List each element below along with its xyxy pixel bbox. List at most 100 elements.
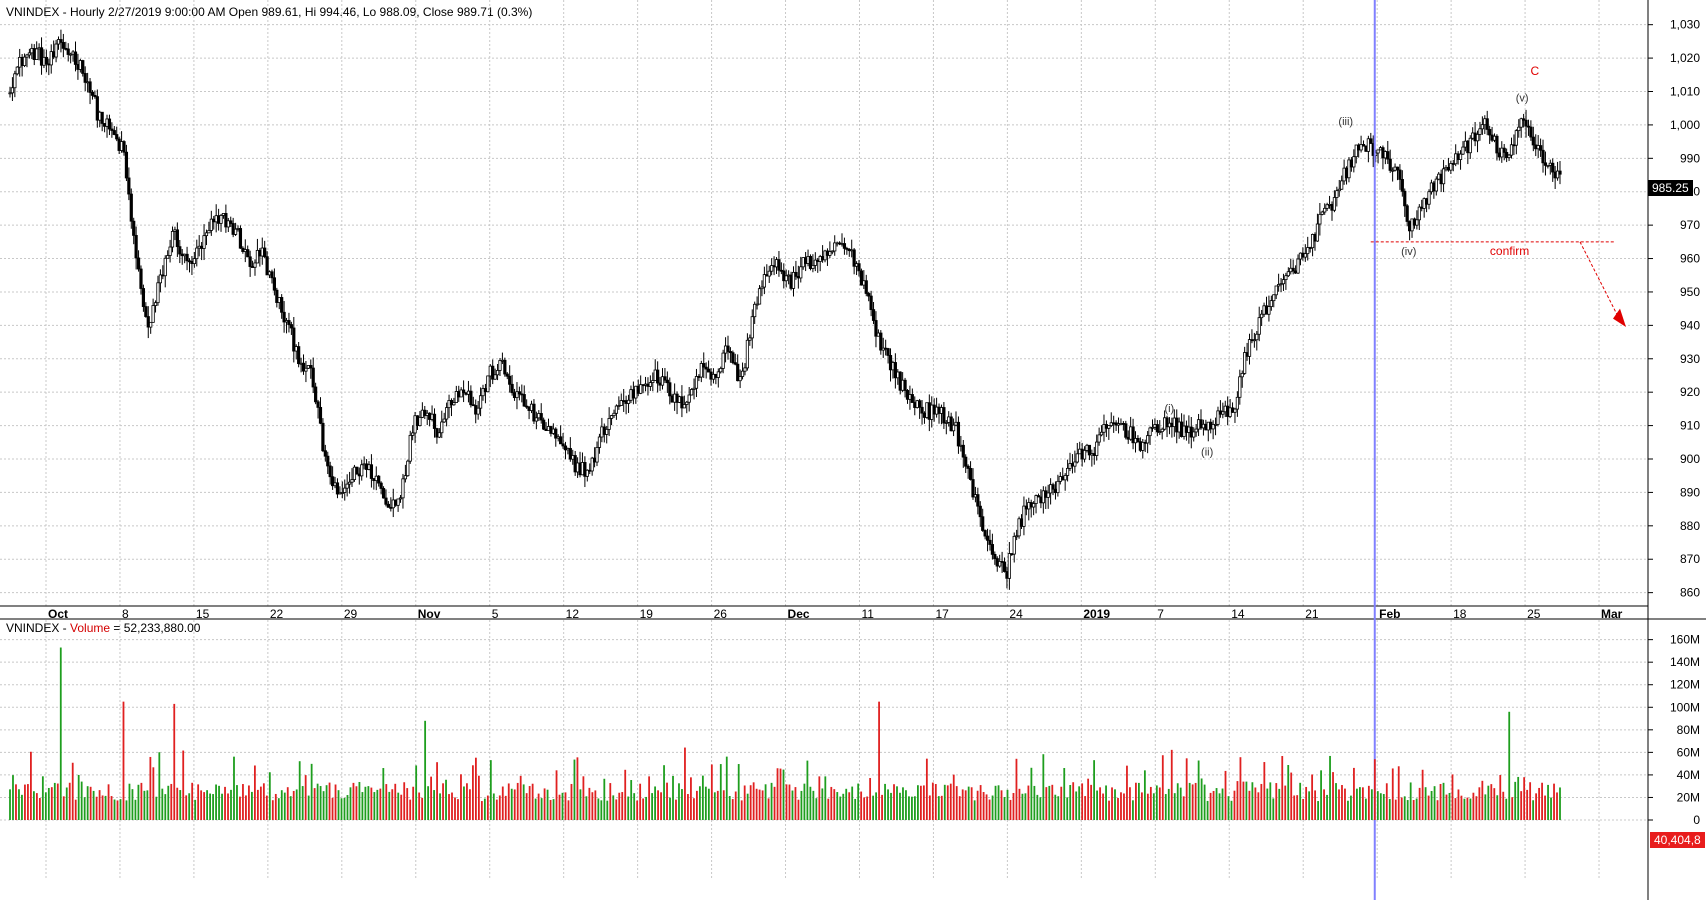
candle-body: [377, 475, 381, 484]
candle-body: [129, 193, 133, 222]
volume-bar: [1039, 797, 1042, 820]
volume-bar: [746, 793, 749, 820]
price-chart[interactable]: Oct 8 15 22 29 Nov 5 12 19 26 Dec 11 17 24 2019 7 14 21 Fe…: [0, 0, 1706, 620]
candle-body: [656, 369, 660, 384]
price-candle: [515, 382, 519, 410]
volume-bar: [719, 764, 722, 820]
price-candle: [1192, 427, 1196, 442]
volume-bar: [489, 760, 492, 820]
price-candle: [624, 395, 628, 415]
volume-bar: [925, 758, 928, 820]
volume-bar: [1278, 788, 1281, 820]
candle-body: [639, 384, 643, 394]
price-candle: [770, 258, 774, 276]
price-candle: [95, 89, 99, 128]
volume-bar: [797, 799, 800, 820]
volume-bar: [430, 776, 432, 820]
candle-body: [432, 413, 437, 429]
volume-y-tick-label: 0: [1693, 813, 1700, 827]
volume-bar: [149, 756, 152, 820]
price-candle: [403, 464, 407, 483]
volume-bar: [59, 647, 62, 820]
candle-body: [583, 462, 587, 477]
volume-bar: [421, 797, 424, 820]
candle-body: [112, 130, 116, 135]
candle-body: [110, 128, 114, 131]
volume-bar: [41, 776, 44, 820]
volume-bar: [367, 786, 370, 820]
price-candle: [692, 378, 696, 400]
candle-body: [314, 386, 318, 403]
volume-bar: [684, 747, 686, 820]
volume-bar: [1257, 792, 1260, 820]
volume-bar: [854, 798, 857, 820]
volume-bar: [570, 783, 573, 820]
candle-body: [192, 258, 196, 265]
price-candle: [748, 334, 752, 346]
volume-bar: [319, 786, 322, 820]
volume-bar: [621, 792, 624, 820]
price-candle: [1517, 119, 1521, 138]
volume-bar: [881, 794, 883, 820]
volume-bar: [1511, 797, 1514, 820]
price-candle: [951, 418, 956, 437]
price-candle: [1427, 189, 1431, 210]
candle-body: [107, 118, 112, 130]
volume-bar: [191, 782, 194, 820]
price-candle: [1335, 186, 1339, 207]
candle-body: [406, 460, 410, 477]
candle-body: [830, 250, 834, 253]
candle-body: [498, 360, 502, 371]
price-candle: [411, 425, 415, 441]
candle-body: [682, 404, 686, 409]
volume-bar: [585, 796, 588, 820]
x-tick-label: 22: [270, 607, 284, 620]
candle-body: [964, 456, 968, 467]
candle-body: [1022, 505, 1026, 527]
volume-bar: [561, 792, 564, 820]
volume-bar: [639, 783, 642, 820]
volume-bar: [887, 789, 889, 820]
price-candle: [1441, 159, 1446, 193]
candle-body: [233, 228, 238, 235]
candle-body: [10, 87, 15, 94]
price-candle: [842, 237, 847, 255]
volume-bar: [911, 796, 913, 820]
volume-bar: [1009, 799, 1012, 820]
price-candle: [112, 126, 116, 136]
price-candle: [777, 250, 781, 277]
price-candle: [1488, 125, 1492, 144]
volume-bar: [1084, 796, 1087, 820]
price-candle: [1267, 295, 1271, 322]
price-candle: [1398, 164, 1402, 190]
wave-label: (iii): [1338, 116, 1353, 128]
x-tick-label: 11: [861, 607, 874, 620]
candle-body: [340, 492, 344, 494]
volume-bar: [1272, 798, 1275, 820]
volume-bar: [9, 789, 11, 820]
volume-bar: [107, 784, 110, 820]
price-candle: [1318, 203, 1322, 236]
volume-bar: [1081, 783, 1084, 820]
price-candle: [418, 411, 422, 427]
price-candle: [396, 498, 400, 512]
candle-body: [1032, 503, 1036, 508]
price-candle: [1337, 179, 1341, 197]
volume-bar: [1356, 788, 1358, 820]
volume-chart[interactable]: 0 20M 40M 60M 80M 100M 120M 140M 160M: [0, 620, 1706, 900]
volume-bar: [1341, 785, 1343, 820]
volume-bar: [1066, 797, 1069, 820]
volume-bar: [1361, 787, 1364, 820]
candle-body: [321, 422, 325, 452]
candle-body: [1252, 339, 1256, 342]
volume-y-tick-label: 60M: [1677, 745, 1700, 759]
volume-bar: [618, 792, 621, 820]
volume-bar: [842, 793, 845, 820]
candle-body: [1376, 149, 1380, 154]
volume-bar: [1326, 794, 1328, 820]
volume-bar: [134, 799, 137, 820]
volume-bar: [256, 789, 259, 820]
candle-body: [1488, 129, 1492, 136]
candle-body: [949, 416, 953, 432]
volume-bar: [609, 783, 612, 820]
